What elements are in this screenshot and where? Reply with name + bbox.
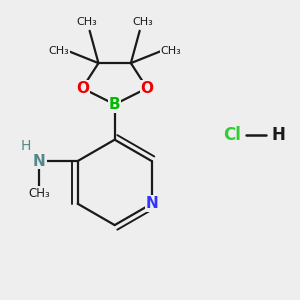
Text: O: O (141, 81, 154, 96)
Text: N: N (145, 196, 158, 211)
Text: CH₃: CH₃ (48, 46, 69, 56)
Text: B: B (109, 97, 121, 112)
Text: N: N (33, 154, 46, 169)
Text: H: H (271, 126, 285, 144)
Text: H: H (21, 139, 32, 153)
Text: O: O (76, 81, 89, 96)
Text: CH₃: CH₃ (76, 17, 97, 27)
Text: CH₃: CH₃ (160, 46, 181, 56)
Text: CH₃: CH₃ (28, 187, 50, 200)
Text: Cl: Cl (224, 126, 242, 144)
Text: CH₃: CH₃ (132, 17, 153, 27)
